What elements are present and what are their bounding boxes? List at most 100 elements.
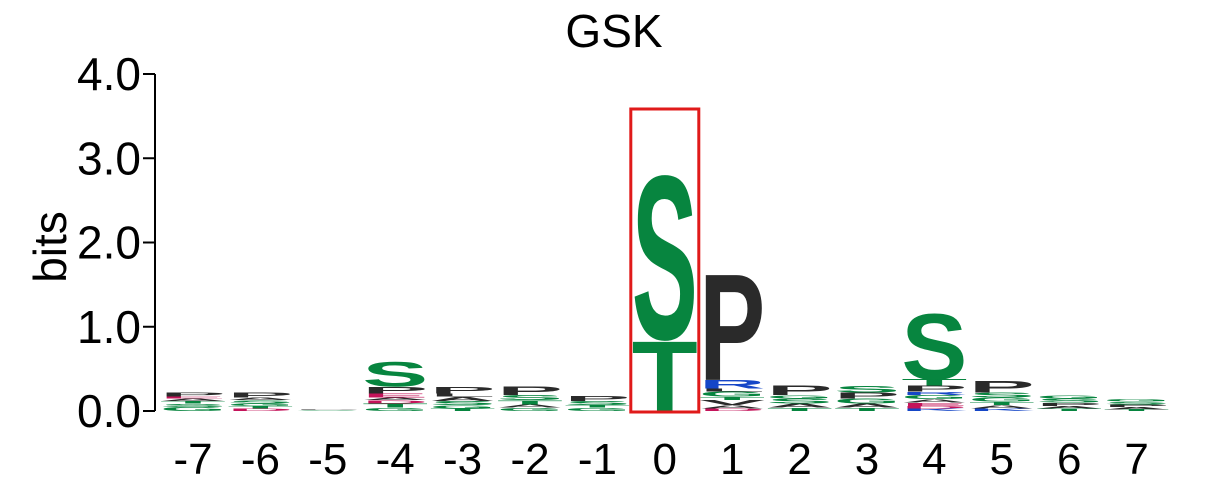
logo-letter-T: T — [1104, 409, 1170, 412]
logo-letter-A: A — [227, 397, 293, 401]
logo-letter-R: R — [699, 378, 765, 391]
logo-letter-G: G — [699, 390, 765, 398]
logo-letter-A: A — [430, 396, 496, 403]
logo-letter-S: S — [430, 400, 496, 407]
logo-letter-S: S — [901, 295, 967, 399]
x-tick-label: -2 — [510, 435, 549, 484]
logo-stack: SP — [295, 409, 361, 411]
logo-letter-K: K — [901, 408, 967, 412]
logo-letter-A: A — [362, 397, 428, 401]
logo-letter-E: E — [160, 396, 226, 399]
logo-letter-G: G — [497, 407, 563, 412]
logo-letter-P: P — [901, 384, 967, 393]
logo-letter-P: P — [160, 391, 226, 398]
logo-letter-S: S — [160, 403, 226, 408]
x-tick-label: -7 — [173, 435, 212, 484]
logo-letter-G: G — [969, 396, 1035, 403]
logo-letter-P: P — [1036, 402, 1102, 407]
x-tick-label: -4 — [376, 435, 415, 484]
x-tick-label: -6 — [241, 435, 280, 484]
logo-letter-A: A — [699, 404, 765, 409]
logo-letter-T: T — [497, 399, 563, 406]
logo-letter-T: T — [160, 400, 226, 404]
logo-letter-S: S — [295, 410, 361, 411]
x-tick-label: 0 — [653, 435, 677, 484]
x-axis: -7 -6 -5 -4 -3 -2 -1 0 1 2 3 4 5 6 7 — [173, 435, 1148, 484]
logo-letter-R: R — [901, 391, 967, 396]
logo-letter-K: K — [969, 408, 1035, 412]
logo-letter-G: G — [564, 407, 630, 412]
y-tick-label: 1.0 — [77, 301, 141, 353]
logo-letter-G: G — [1036, 394, 1102, 399]
logo-letter-A: A — [497, 403, 563, 408]
x-tick-label: 3 — [855, 435, 879, 484]
logo-letter-A: A — [1104, 406, 1170, 410]
logo-letter-P: P — [1104, 404, 1170, 408]
y-axis: 0.0 1.0 2.0 3.0 4.0 — [77, 48, 156, 437]
logo-letter-P: P — [227, 391, 293, 399]
chart-title: GSK — [565, 5, 662, 57]
logo-letter-D: D — [901, 405, 967, 409]
logo-letter-E: E — [362, 392, 428, 399]
logo-letter-P: P — [834, 391, 900, 400]
x-tick-label: -3 — [443, 435, 482, 484]
logo-letter-D: D — [699, 408, 765, 412]
logo-letter-T: T — [227, 405, 293, 409]
x-tick-label: 7 — [1124, 435, 1148, 484]
logo-letter-G: G — [1104, 399, 1170, 403]
logo-letter-A: A — [901, 398, 967, 403]
logo-letter-S: S — [1036, 397, 1102, 404]
logo-letter-V: V — [699, 399, 765, 407]
logo-letter-T: T — [969, 401, 1035, 406]
x-tick-label: 4 — [922, 435, 946, 484]
logo-letter-G: G — [901, 394, 967, 401]
logo-letter-L: L — [430, 393, 496, 398]
logo-letter-A: A — [160, 398, 226, 402]
logo-letter-T: T — [1036, 408, 1102, 412]
logo-stack: TS — [632, 128, 698, 434]
logo-letter-G: G — [362, 407, 428, 412]
logo-letter-D: D — [362, 399, 428, 404]
logo-letter-S: S — [632, 128, 698, 390]
y-tick-label: 3.0 — [77, 132, 141, 184]
logo-letter-S: S — [497, 394, 563, 402]
logo-letter-S: S — [362, 355, 428, 394]
y-tick-label: 2.0 — [77, 217, 141, 269]
x-tick-label: 6 — [1057, 435, 1081, 484]
y-tick-label: 4.0 — [77, 48, 141, 100]
logo-letter-T: T — [632, 320, 698, 433]
logo-letter-S: S — [564, 400, 630, 407]
logo-letter-P: P — [362, 385, 428, 396]
logo-letter-T: T — [834, 407, 900, 412]
x-tick-label: -1 — [578, 435, 617, 484]
logo-letter-T: T — [362, 402, 428, 409]
logo-letter-L: L — [699, 387, 765, 392]
x-tick-label: 5 — [990, 435, 1014, 484]
logo-letter-G: G — [430, 404, 496, 409]
y-tick-label: 0.0 — [77, 385, 141, 437]
logo-letter-G: G — [160, 406, 226, 413]
logo-letter-G: G — [767, 394, 833, 399]
logo-letter-P: P — [699, 243, 765, 413]
logo-letter-T: T — [767, 407, 833, 412]
logo-letter-D: D — [227, 408, 293, 412]
logo-letter-P: P — [767, 382, 833, 398]
logo-letter-T: T — [430, 408, 496, 412]
logo-letter-S: S — [1104, 401, 1170, 405]
logo-letter-A: A — [834, 402, 900, 409]
x-tick-label: -5 — [308, 435, 347, 484]
logo-letter-E: E — [901, 402, 967, 407]
logo-letter-G: G — [834, 397, 900, 405]
logo-letter-T: T — [699, 396, 765, 401]
logo-letter-A: A — [969, 404, 1035, 409]
